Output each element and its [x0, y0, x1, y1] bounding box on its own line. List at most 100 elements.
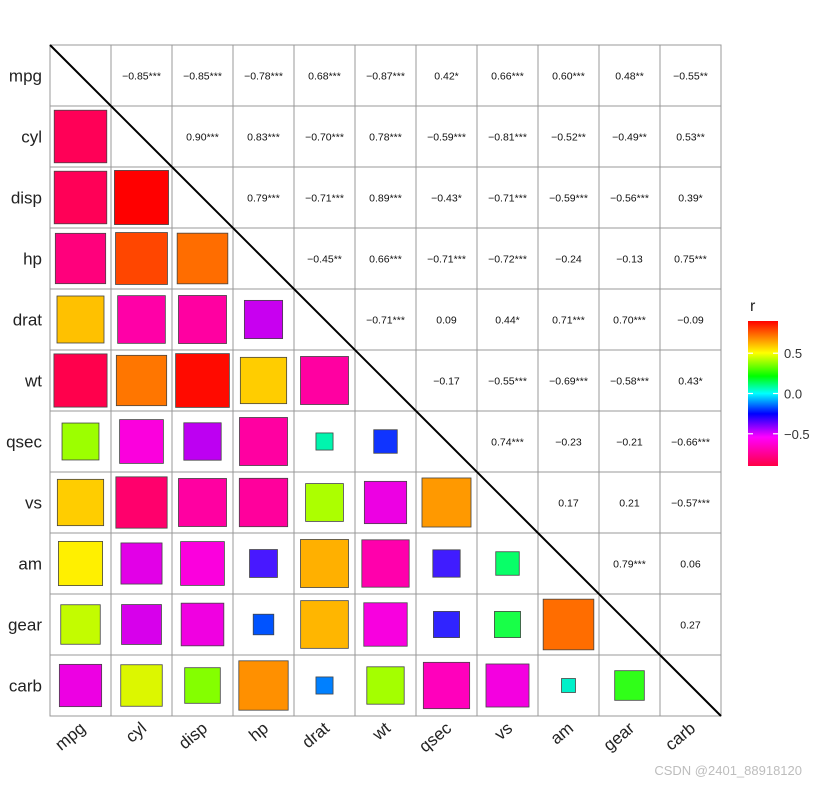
- cell-cyl-carb: [659, 105, 722, 168]
- square-wt-hp: [239, 356, 288, 405]
- label-am-carb: 0.06: [680, 559, 701, 571]
- square-hp-cyl: [115, 232, 168, 285]
- square-am-drat: [300, 539, 349, 588]
- square-am-cyl: [120, 542, 163, 585]
- label-mpg-qsec: 0.42*: [434, 71, 459, 83]
- label-drat-qsec: 0.09: [436, 315, 457, 327]
- square-disp-cyl: [114, 170, 169, 225]
- square-carb-gear: [614, 670, 645, 701]
- cell-am-gear: [598, 532, 661, 595]
- square-vs-hp: [238, 477, 289, 528]
- square-gear-mpg: [60, 604, 101, 645]
- cell-qsec-am: [537, 410, 600, 473]
- cell-mpg-vs: [476, 44, 539, 107]
- square-carb-hp: [238, 660, 289, 711]
- label-mpg-carb: −0.55**: [673, 71, 708, 83]
- cell-hp-am: [537, 227, 600, 290]
- square-gear-disp: [180, 602, 225, 647]
- col-label-hp: hp: [245, 719, 272, 746]
- label-mpg-drat: 0.68***: [308, 71, 341, 83]
- square-gear-wt: [363, 602, 408, 647]
- square-gear-vs: [494, 611, 521, 638]
- label-mpg-am: 0.60***: [552, 71, 585, 83]
- cell-mpg-gear: [598, 44, 661, 107]
- cell-cyl-wt: [354, 105, 417, 168]
- square-vs-cyl: [115, 476, 168, 529]
- row-labels: mpg cyl disp hp drat wt qsec vs am gear carb: [6, 67, 42, 696]
- cell-drat-qsec: [415, 288, 478, 351]
- square-carb-am: [561, 678, 576, 693]
- label-cyl-disp: 0.90***: [186, 132, 219, 144]
- square-vs-wt: [363, 480, 408, 525]
- cell-qsec-carb: [659, 410, 722, 473]
- square-hp-mpg: [54, 232, 107, 285]
- label-drat-carb: −0.09: [677, 315, 704, 327]
- square-disp-mpg: [53, 170, 108, 225]
- label-mpg-vs: 0.66***: [491, 71, 524, 83]
- square-drat-hp: [243, 299, 284, 340]
- column-labels: mpg cyl disp hp drat wt qsec vs am gear carb: [52, 718, 700, 756]
- label-am-gear: 0.79***: [613, 559, 646, 571]
- label-cyl-gear: −0.49**: [612, 132, 647, 144]
- label-vs-carb: −0.57***: [671, 498, 710, 510]
- heatmap-labels: −0.85*** −0.85*** −0.78*** 0.68*** −0.87*** 0…: [122, 71, 710, 632]
- cell-vs-gear: [598, 471, 661, 534]
- cell-drat-am: [537, 288, 600, 351]
- square-gear-qsec: [433, 611, 460, 638]
- col-label-drat: drat: [298, 718, 333, 752]
- label-cyl-hp: 0.83***: [247, 132, 280, 144]
- square-gear-cyl: [121, 604, 162, 645]
- square-carb-mpg: [58, 663, 103, 708]
- square-hp-disp: [176, 232, 229, 285]
- label-wt-am: −0.69***: [549, 376, 588, 388]
- row-label-qsec: qsec: [6, 433, 42, 452]
- square-qsec-wt: [373, 429, 398, 454]
- cell-drat-gear: [598, 288, 661, 351]
- square-qsec-hp: [239, 417, 288, 466]
- cell-qsec-vs: [476, 410, 539, 473]
- square-qsec-mpg: [61, 422, 100, 461]
- col-label-am: am: [547, 719, 577, 749]
- col-label-wt: wt: [368, 718, 394, 744]
- square-carb-wt: [366, 666, 405, 705]
- label-wt-carb: 0.43*: [678, 376, 703, 388]
- square-am-disp: [180, 541, 225, 586]
- row-label-carb: carb: [9, 677, 42, 696]
- cell-hp-carb: [659, 227, 722, 290]
- cell-mpg-cyl: [110, 44, 173, 107]
- row-label-hp: hp: [23, 250, 42, 269]
- label-mpg-wt: −0.87***: [366, 71, 405, 83]
- cell-disp-am: [537, 166, 600, 229]
- square-carb-drat: [315, 676, 334, 695]
- label-qsec-gear: −0.21: [616, 437, 643, 449]
- label-disp-vs: −0.71***: [488, 193, 527, 205]
- cell-hp-qsec: [415, 227, 478, 290]
- label-mpg-hp: −0.78***: [244, 71, 283, 83]
- cell-drat-carb: [659, 288, 722, 351]
- col-label-mpg: mpg: [52, 719, 90, 755]
- col-label-cyl: cyl: [122, 719, 150, 747]
- label-mpg-cyl: −0.85***: [122, 71, 161, 83]
- square-gear-am: [542, 598, 595, 651]
- cell-cyl-disp: [171, 105, 234, 168]
- label-gear-carb: 0.27: [680, 620, 701, 632]
- col-label-vs: vs: [491, 719, 516, 744]
- cell-cyl-vs: [476, 105, 539, 168]
- label-drat-gear: 0.70***: [613, 315, 646, 327]
- cell-cyl-gear: [598, 105, 661, 168]
- legend-ticks: 0.5 0.0 −0.5: [748, 346, 810, 442]
- label-drat-wt: −0.71***: [366, 315, 405, 327]
- label-hp-qsec: −0.71***: [427, 254, 466, 266]
- label-qsec-am: −0.23: [555, 437, 582, 449]
- label-disp-qsec: −0.43*: [431, 193, 462, 205]
- legend-tick-label: −0.5: [784, 427, 810, 442]
- square-qsec-cyl: [119, 419, 164, 464]
- label-cyl-carb: 0.53**: [676, 132, 705, 144]
- square-vs-qsec: [421, 477, 472, 528]
- label-disp-drat: −0.71***: [305, 193, 344, 205]
- label-disp-wt: 0.89***: [369, 193, 402, 205]
- square-am-mpg: [58, 541, 103, 586]
- square-wt-drat: [300, 356, 349, 405]
- label-hp-gear: −0.13: [616, 254, 643, 266]
